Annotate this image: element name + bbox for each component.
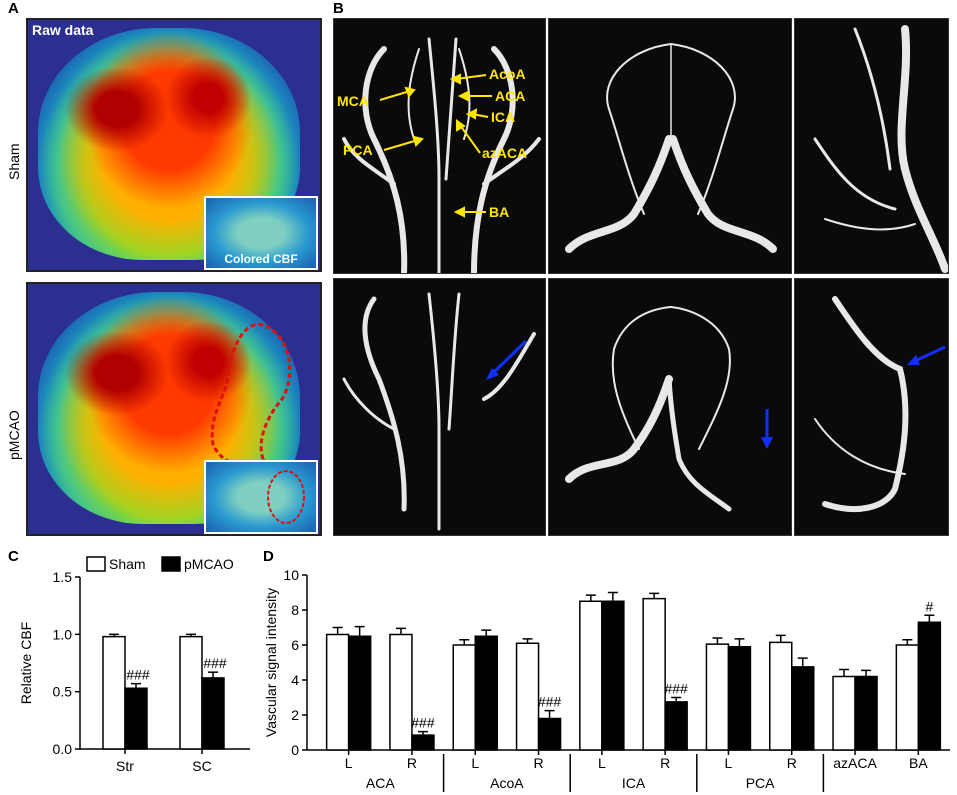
bar-pmcao-2: [474, 635, 498, 751]
vessel-drawing-pmcao-coronal: [565, 306, 773, 512]
significance-marker: ###: [664, 681, 688, 697]
vessel-drawing-sham-axial: [342, 37, 541, 273]
x-tick-label: R: [787, 755, 797, 771]
y-tick-label: 4: [291, 672, 299, 688]
x-tick-label: L: [725, 755, 733, 771]
colored-cbf-inset-sham: Colored CBF: [204, 196, 318, 270]
cbf-image-pmcao: [26, 282, 322, 536]
label-ica: ICA: [491, 109, 516, 125]
x-tick-label: L: [598, 755, 606, 771]
colored-cbf-label: Colored CBF: [224, 252, 298, 266]
bar-pmcao-str: [124, 687, 148, 750]
bar-sham-6: [705, 643, 730, 751]
group-label-acoa: AcoA: [490, 775, 524, 791]
x-tick-label: L: [345, 755, 353, 771]
mra-sham-sagittal: [794, 18, 949, 274]
vessel-drawing-pmcao-axial: [342, 292, 536, 531]
legend-swatch-sham: [86, 556, 106, 572]
significance-marker: ###: [538, 694, 562, 710]
label-ba: BA: [489, 204, 510, 220]
group-label-aca: ACA: [366, 775, 395, 791]
panel-label-c: C: [8, 548, 19, 565]
chart-relative-cbf: 0.0 0.5 1.0 1.5 Relative CBF Str SC ### ### Sham p…: [18, 556, 250, 774]
colored-cbf-inset-pmcao: [204, 460, 318, 534]
y-axis-title: Relative CBF: [18, 622, 34, 704]
panel-label-a: A: [8, 0, 19, 17]
x-tick-label: R: [407, 755, 417, 771]
label-azaca: azACA: [482, 145, 528, 161]
legend-label-sham: Sham: [109, 556, 146, 572]
vessel-drawing-pmcao-sagittal: [814, 296, 946, 512]
y-tick-label: 6: [291, 637, 299, 653]
bar-pmcao-3: [537, 717, 562, 751]
mra-sham-coronal: [548, 18, 792, 274]
label-aca: ACA: [495, 88, 526, 104]
vessel-drawing-sham-coronal: [565, 43, 777, 253]
row-label-sham: Sham: [6, 143, 22, 180]
label-pca: PCA: [343, 142, 373, 158]
row-label-pmcao: pMCAO: [6, 410, 22, 460]
cbf-image-sham: Raw data Colored CBF: [26, 18, 322, 272]
legend-label-pmcao: pMCAO: [184, 556, 234, 572]
x-tick-label: L: [471, 755, 479, 771]
bar-pmcao-1: [411, 734, 435, 751]
group-label-ica: ICA: [622, 775, 646, 791]
x-tick-label: SC: [192, 758, 211, 774]
bar-pmcao-sc: [201, 677, 225, 750]
significance-marker: ###: [203, 655, 227, 671]
bar-pmcao-7: [791, 666, 815, 751]
y-tick-label: 0.5: [53, 684, 73, 700]
mra-pmcao-coronal: [548, 278, 792, 536]
significance-marker: #: [925, 598, 933, 614]
panel-label-b: B: [333, 0, 344, 17]
bar-sham-2: [452, 644, 476, 751]
significance-marker: ###: [411, 715, 435, 731]
group-label-pca: PCA: [746, 775, 775, 791]
bar-sham-9: [895, 644, 920, 751]
label-mca: MCA: [337, 93, 369, 109]
y-tick-label: 8: [291, 602, 299, 618]
y-tick-label: 1.0: [53, 626, 73, 642]
mra-sham-axial: [333, 18, 546, 274]
mra-pmcao-axial: [333, 278, 546, 536]
y-tick-label: 2: [291, 707, 299, 723]
raw-data-label: Raw data: [32, 22, 94, 38]
bar-sham-7: [769, 641, 793, 751]
x-tick-label: R: [533, 755, 543, 771]
mra-pmcao-sagittal: [794, 278, 949, 536]
significance-marker: ###: [126, 667, 150, 683]
label-acoa: AcoA: [489, 66, 526, 82]
y-tick-label: 0.0: [53, 741, 73, 757]
bar-sham-5: [642, 597, 666, 751]
bar-pmcao-6: [727, 646, 752, 751]
bar-sham-8: [832, 675, 856, 751]
y-tick-label: 10: [283, 567, 299, 583]
x-tick-label: BA: [909, 755, 928, 771]
bar-sham-sc: [179, 635, 203, 750]
bar-pmcao-9: [917, 621, 942, 751]
y-tick-label: 1.5: [53, 569, 73, 585]
y-tick-label: 0: [291, 742, 299, 758]
bar-pmcao-4: [601, 600, 625, 751]
bar-pmcao-5: [664, 701, 688, 751]
bar-sham-3: [515, 642, 540, 751]
bar-pmcao-0: [347, 635, 372, 751]
legend-swatch-pmcao: [161, 556, 181, 572]
bar-sham-0: [325, 633, 350, 751]
bar-sham-str: [102, 635, 126, 750]
x-tick-label: R: [660, 755, 670, 771]
panel-label-d: D: [263, 548, 274, 565]
y-axis-title: Vascular signal intensity: [263, 588, 279, 737]
inset-infarct-outline: [267, 470, 305, 524]
vessel-drawing-sham-sagittal: [813, 25, 948, 273]
bar-sham-4: [579, 600, 603, 751]
bar-pmcao-8: [854, 675, 878, 751]
bar-sham-1: [389, 633, 413, 751]
x-tick-label: Str: [116, 758, 134, 774]
x-tick-label: azACA: [833, 755, 877, 771]
